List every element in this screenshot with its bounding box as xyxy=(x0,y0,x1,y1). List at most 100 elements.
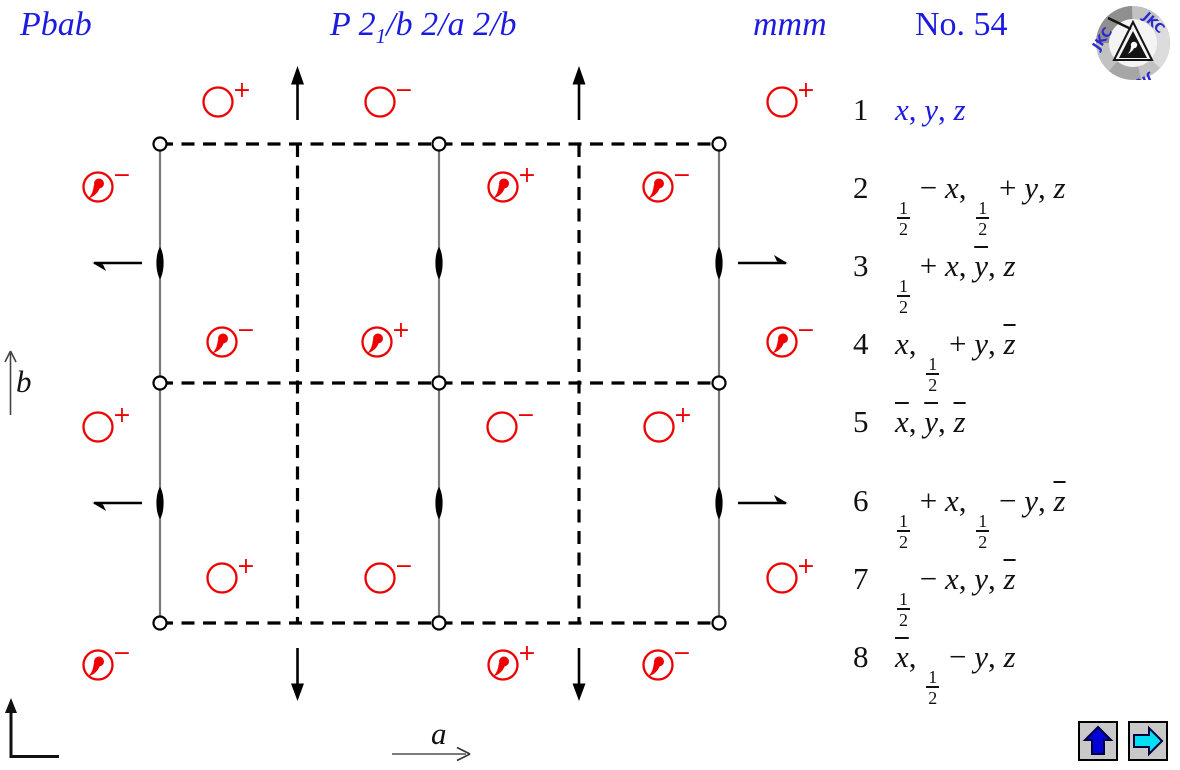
a-axis-arrow xyxy=(392,746,471,762)
atom-symbol-enantiomorph: + xyxy=(361,318,410,358)
inversion-center xyxy=(711,615,727,631)
atom-circle xyxy=(206,562,238,594)
height-sign: + xyxy=(518,163,536,188)
position-number: 3 xyxy=(853,248,869,283)
height-sign: + xyxy=(237,554,255,579)
twofold-axis-arrow xyxy=(572,66,586,120)
inversion-center xyxy=(152,615,168,631)
space-group-full-symbol: P 21/b 2/a 2/b xyxy=(330,6,517,48)
atom-symbol-enantiomorph: − xyxy=(766,318,815,358)
position-number: 5 xyxy=(853,404,869,439)
comma-glyph xyxy=(494,656,509,676)
atom-circle xyxy=(643,411,675,443)
atom-symbol-enantiomorph: − xyxy=(82,641,131,681)
position-number: 4 xyxy=(853,326,869,361)
atom-symbol-enantiomorph: − xyxy=(82,163,131,203)
a-axis-label: a xyxy=(431,716,447,751)
height-sign: + xyxy=(113,403,131,428)
comma-glyph xyxy=(368,333,383,353)
up-arrow-icon xyxy=(1082,725,1114,755)
height-sign: − xyxy=(797,318,815,343)
inversion-center xyxy=(711,136,727,152)
position-coordinates: x, y, z xyxy=(895,92,966,127)
atom-symbol-circle: + xyxy=(82,403,131,443)
height-sign: + xyxy=(518,641,536,666)
atom-circle xyxy=(486,411,518,443)
equivalent-position-row: 1 x, y, z xyxy=(853,93,966,127)
position-number: 6 xyxy=(853,483,869,518)
position-number: 7 xyxy=(853,561,869,596)
screw-axis-half-arrow xyxy=(92,501,142,511)
origin-axes-glyph xyxy=(5,698,59,758)
atom-symbol-enantiomorph: − xyxy=(642,641,691,681)
logo-line xyxy=(1107,16,1132,31)
height-sign: − xyxy=(113,163,131,188)
space-group-number: No. 54 xyxy=(915,6,1008,43)
height-sign: − xyxy=(237,318,255,343)
point-group-symbol: mmm xyxy=(753,6,827,43)
height-sign: + xyxy=(392,318,410,343)
twofold-axis-arrow xyxy=(572,648,586,701)
jkc-logo: JKC JKC JKC xyxy=(1089,6,1170,80)
position-number: 8 xyxy=(853,639,869,674)
comma-glyph xyxy=(89,178,104,198)
height-sign: − xyxy=(673,641,691,666)
twofold-rotation-lens xyxy=(435,487,443,519)
nav-up-button[interactable] xyxy=(1078,721,1118,761)
atom-symbol-enantiomorph: + xyxy=(487,641,536,681)
atom-symbol-enantiomorph: + xyxy=(487,163,536,203)
inversion-center xyxy=(431,136,447,152)
atom-symbol-circle: + xyxy=(643,403,692,443)
comma-glyph xyxy=(649,178,664,198)
comma-glyph xyxy=(649,656,664,676)
atom-circle xyxy=(766,562,798,594)
logo-jkc-text: JKC xyxy=(1126,70,1155,80)
atom-circle xyxy=(364,562,396,594)
right-arrow-icon xyxy=(1133,725,1164,757)
b-axis-label: b xyxy=(16,364,32,399)
comma-glyph xyxy=(773,333,788,353)
atom-circle xyxy=(82,411,114,443)
inversion-center xyxy=(431,615,447,631)
nav-next-button[interactable] xyxy=(1128,721,1168,761)
b-axis-arrow xyxy=(4,350,17,415)
twofold-rotation-lens xyxy=(156,247,164,279)
inversion-center xyxy=(711,375,727,391)
atom-circle xyxy=(364,86,396,118)
atom-symbol-circle: − xyxy=(364,78,413,118)
height-sign: − xyxy=(113,641,131,666)
screw-axis-half-arrow xyxy=(738,255,788,265)
screw-axis-half-arrow xyxy=(92,261,142,271)
atom-symbol-circle: − xyxy=(364,554,413,594)
twofold-rotation-lens xyxy=(715,247,723,279)
position-coordinates: x, y, z xyxy=(895,404,966,439)
logo-triangle-outline xyxy=(1112,19,1154,61)
comma-glyph xyxy=(89,656,104,676)
inversion-center xyxy=(431,375,447,391)
logo-comma xyxy=(1127,41,1138,54)
height-sign: + xyxy=(797,554,815,579)
twofold-rotation-lens xyxy=(435,247,443,279)
height-sign: − xyxy=(517,403,535,428)
position-number: 1 xyxy=(853,92,869,127)
twofold-rotation-lens xyxy=(715,487,723,519)
height-sign: + xyxy=(233,78,251,103)
twofold-rotation-lens xyxy=(156,487,164,519)
height-sign: − xyxy=(673,163,691,188)
height-sign: + xyxy=(797,78,815,103)
twofold-axis-arrow xyxy=(291,66,304,120)
screw-axis-half-arrow xyxy=(738,495,788,505)
twofold-axis-arrow xyxy=(291,648,304,701)
position-number: 2 xyxy=(853,170,869,205)
